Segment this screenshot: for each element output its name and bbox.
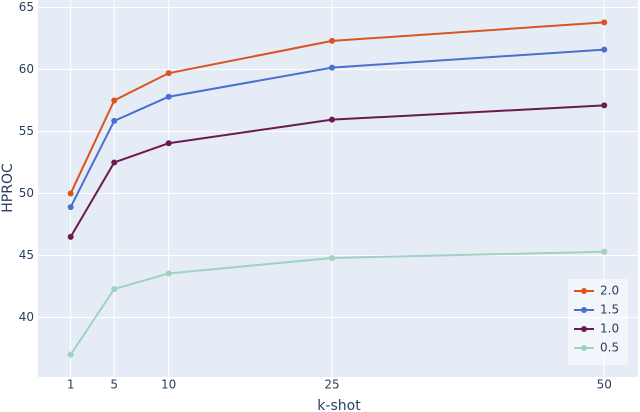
y-axis-title: HPROC — [0, 163, 16, 213]
y-tick-label: 55 — [19, 124, 34, 138]
lines — [67, 19, 608, 358]
point — [601, 102, 608, 109]
x-tick-label: 5 — [110, 378, 118, 392]
y-tick-label: 40 — [19, 310, 34, 324]
grid — [38, 0, 638, 377]
legend-box — [568, 279, 628, 365]
y-tick-label: 60 — [19, 62, 34, 76]
plot-area — [38, 0, 638, 377]
y-tick-label: 65 — [19, 0, 34, 14]
legend-label: 1.0 — [600, 322, 619, 336]
point — [165, 140, 172, 147]
point — [165, 270, 172, 277]
x-tick-label: 50 — [597, 378, 612, 392]
legend: 2.0 1.5 1.0 0.5 — [568, 279, 628, 365]
y-tick-label: 45 — [19, 248, 34, 262]
x-tick-label: 1 — [67, 378, 75, 392]
point — [111, 285, 118, 292]
legend-swatch-dot — [581, 345, 587, 351]
legend-swatch-dot — [581, 307, 587, 313]
legend-swatch-dot — [581, 326, 587, 332]
point — [601, 248, 608, 255]
point — [67, 351, 74, 358]
point — [111, 159, 118, 166]
point — [329, 37, 336, 44]
point — [329, 64, 336, 71]
point — [601, 46, 608, 53]
point — [67, 190, 74, 197]
legend-label: 0.5 — [600, 341, 619, 355]
legend-swatch-dot — [581, 288, 587, 294]
x-axis-title: k-shot — [317, 398, 361, 412]
x-tick-label: 10 — [161, 378, 176, 392]
point — [111, 97, 118, 104]
point — [67, 233, 74, 240]
legend-label: 2.0 — [600, 284, 619, 298]
x-tick-label: 25 — [324, 378, 339, 392]
legend-label: 1.5 — [600, 303, 619, 317]
point — [111, 117, 118, 124]
point — [67, 204, 74, 211]
point — [329, 254, 336, 261]
point — [165, 93, 172, 100]
point — [329, 116, 336, 123]
y-tick-label: 50 — [19, 186, 34, 200]
point — [601, 19, 608, 26]
point — [165, 70, 172, 77]
